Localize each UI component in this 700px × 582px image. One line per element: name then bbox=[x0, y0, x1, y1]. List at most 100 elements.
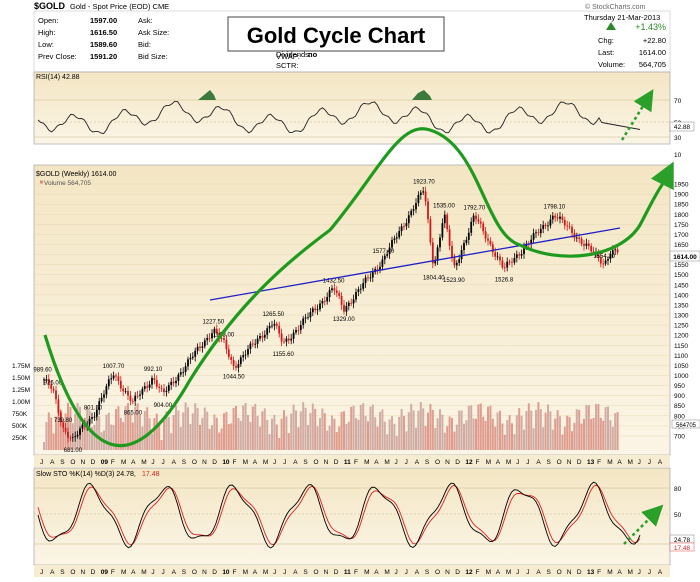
month-tick: J bbox=[405, 459, 408, 466]
month-tick: M bbox=[506, 459, 511, 466]
dividends-label: Dividends: bbox=[276, 50, 311, 59]
candle-body bbox=[268, 325, 271, 329]
volume-bar bbox=[520, 415, 523, 450]
volume-bar bbox=[482, 416, 485, 450]
volume-bar bbox=[129, 414, 132, 450]
month-tick: 13 bbox=[587, 459, 595, 466]
candle-body bbox=[491, 244, 494, 253]
volume-bar bbox=[511, 423, 513, 450]
candle-body bbox=[263, 334, 266, 338]
candle-body bbox=[191, 356, 194, 358]
candle-body bbox=[455, 262, 458, 266]
volume-bar bbox=[331, 415, 333, 450]
volume-bar bbox=[47, 412, 50, 450]
volume-bar bbox=[427, 412, 429, 450]
price-tick: 1050 bbox=[674, 363, 689, 370]
month-tick: F bbox=[111, 569, 115, 576]
month-tick: J bbox=[526, 569, 529, 576]
candle-body bbox=[331, 288, 333, 291]
month-tick: M bbox=[263, 569, 268, 576]
volume-bar bbox=[127, 402, 129, 450]
volume-bar bbox=[297, 427, 300, 450]
price-tick: 1800 bbox=[674, 212, 689, 219]
candle-body bbox=[561, 216, 564, 220]
volume-bar bbox=[290, 413, 293, 450]
candle-body bbox=[175, 380, 177, 384]
candle-body bbox=[251, 343, 254, 345]
rsi-tick-10: 10 bbox=[674, 152, 682, 159]
candle-body bbox=[542, 224, 545, 229]
month-tick: O bbox=[192, 459, 197, 466]
price-tick: 1500 bbox=[674, 272, 689, 279]
volume-bar bbox=[453, 431, 456, 450]
price-tick: 1900 bbox=[674, 192, 689, 199]
candle-body bbox=[124, 390, 127, 392]
volume-bar bbox=[537, 402, 540, 450]
candle-body bbox=[302, 318, 305, 326]
volume-bar bbox=[513, 434, 516, 450]
month-tick: M bbox=[263, 459, 268, 466]
candle-body bbox=[321, 300, 324, 304]
candle-body bbox=[271, 325, 273, 327]
candle-body bbox=[470, 221, 473, 233]
sto-k-badge: 24.78 bbox=[674, 537, 691, 544]
month-tick: O bbox=[192, 569, 197, 576]
candle-body bbox=[563, 219, 566, 226]
month-tick: S bbox=[546, 459, 551, 466]
month-tick: S bbox=[303, 569, 308, 576]
month-tick: F bbox=[354, 569, 358, 576]
peak-label: 1792.70 bbox=[463, 206, 485, 212]
volume-label: Volume 564,705 bbox=[44, 180, 91, 187]
volume-bar bbox=[59, 410, 62, 450]
candle-body bbox=[283, 341, 285, 343]
peak-label: 1163.00 bbox=[213, 333, 235, 339]
volume-bar bbox=[477, 404, 480, 450]
candle-body bbox=[381, 259, 384, 267]
volume-bar bbox=[67, 402, 69, 450]
candle-body bbox=[494, 252, 497, 257]
volume-bar bbox=[203, 407, 206, 450]
volume-bar bbox=[592, 417, 595, 450]
candle-body bbox=[295, 330, 297, 333]
candle-body bbox=[107, 379, 110, 387]
month-tick: F bbox=[476, 459, 480, 466]
volume-bar bbox=[424, 426, 427, 450]
candle-body bbox=[597, 252, 600, 258]
volume-bar bbox=[530, 410, 533, 450]
candle-body bbox=[153, 377, 156, 381]
candle-body bbox=[458, 259, 461, 263]
candle-body bbox=[611, 250, 614, 255]
price-tick: 1350 bbox=[674, 302, 689, 309]
month-tick: J bbox=[405, 569, 408, 576]
volume-bar bbox=[201, 417, 204, 450]
credit: © StockCharts.com bbox=[585, 3, 646, 11]
candle-body bbox=[136, 395, 139, 397]
volume-bar bbox=[158, 423, 161, 450]
price-tick: 1950 bbox=[674, 182, 689, 189]
volume-bar bbox=[134, 406, 137, 450]
candle-body bbox=[155, 380, 158, 387]
volume-bar bbox=[215, 417, 218, 450]
month-tick: A bbox=[658, 459, 663, 466]
month-tick: A bbox=[253, 459, 258, 466]
volume-bar bbox=[532, 428, 535, 450]
up-triangle-icon bbox=[606, 22, 616, 30]
month-tick: O bbox=[435, 569, 440, 576]
candle-body bbox=[439, 237, 441, 248]
volume-bar bbox=[434, 427, 437, 450]
month-tick: A bbox=[536, 569, 541, 576]
candle-body bbox=[554, 215, 557, 218]
candle-body bbox=[398, 231, 401, 238]
candle-body bbox=[415, 203, 417, 210]
volume-bar bbox=[451, 417, 453, 450]
candle-body bbox=[345, 305, 348, 312]
volume-bar bbox=[309, 412, 312, 450]
volume-tick: 1.00M bbox=[12, 399, 30, 406]
month-tick: A bbox=[50, 459, 55, 466]
candle-body bbox=[74, 436, 77, 438]
volume-bar bbox=[117, 406, 120, 450]
month-tick: A bbox=[293, 569, 298, 576]
month-tick: F bbox=[232, 569, 236, 576]
